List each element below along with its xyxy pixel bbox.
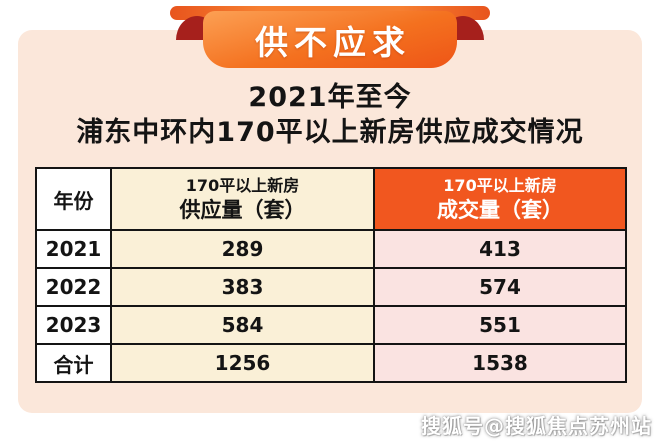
cell-supply: 383 <box>110 267 375 307</box>
header-deal: 170平以上新房 成交量（套） <box>373 167 627 231</box>
title-line-2: 浦东中环内170平以上新房供应成交情况 <box>76 117 584 148</box>
cell-deal-total: 1538 <box>373 343 627 383</box>
cell-deal: 551 <box>373 305 627 345</box>
cell-year-total: 合计 <box>35 343 112 383</box>
cell-deal: 574 <box>373 267 627 307</box>
header-supply-line1: 170平以上新房 <box>185 176 300 195</box>
table-header-row: 年份 170平以上新房 供应量（套） 170平以上新房 成交量（套） <box>35 167 627 231</box>
cell-deal: 413 <box>373 229 627 269</box>
cell-supply-total: 1256 <box>110 343 375 383</box>
page-title: 2021年至今 浦东中环内170平以上新房供应成交情况 <box>0 80 660 150</box>
banner-ribbon: 供不应求 <box>170 6 490 68</box>
cell-supply: 289 <box>110 229 375 269</box>
table-row: 2021 289 413 <box>35 229 627 269</box>
table-row: 2022 383 574 <box>35 267 627 307</box>
header-year: 年份 <box>35 167 112 231</box>
title-line-1: 2021年至今 <box>248 82 412 113</box>
cell-year: 2023 <box>35 305 112 345</box>
header-supply-line2: 供应量（套） <box>179 198 306 222</box>
cell-supply: 584 <box>110 305 375 345</box>
header-deal-line2: 成交量（套） <box>437 198 563 222</box>
banner-label: 供不应求 <box>203 11 457 68</box>
cell-year: 2021 <box>35 229 112 269</box>
watermark: 搜狐号@搜狐焦点苏州站 <box>421 414 652 438</box>
cell-year: 2022 <box>35 267 112 307</box>
supply-demand-table: 年份 170平以上新房 供应量（套） 170平以上新房 成交量（套） 2021 … <box>35 167 627 383</box>
header-supply: 170平以上新房 供应量（套） <box>110 167 375 231</box>
table-row: 2023 584 551 <box>35 305 627 345</box>
table-row-total: 合计 1256 1538 <box>35 343 627 383</box>
header-deal-line1: 170平以上新房 <box>443 176 557 195</box>
